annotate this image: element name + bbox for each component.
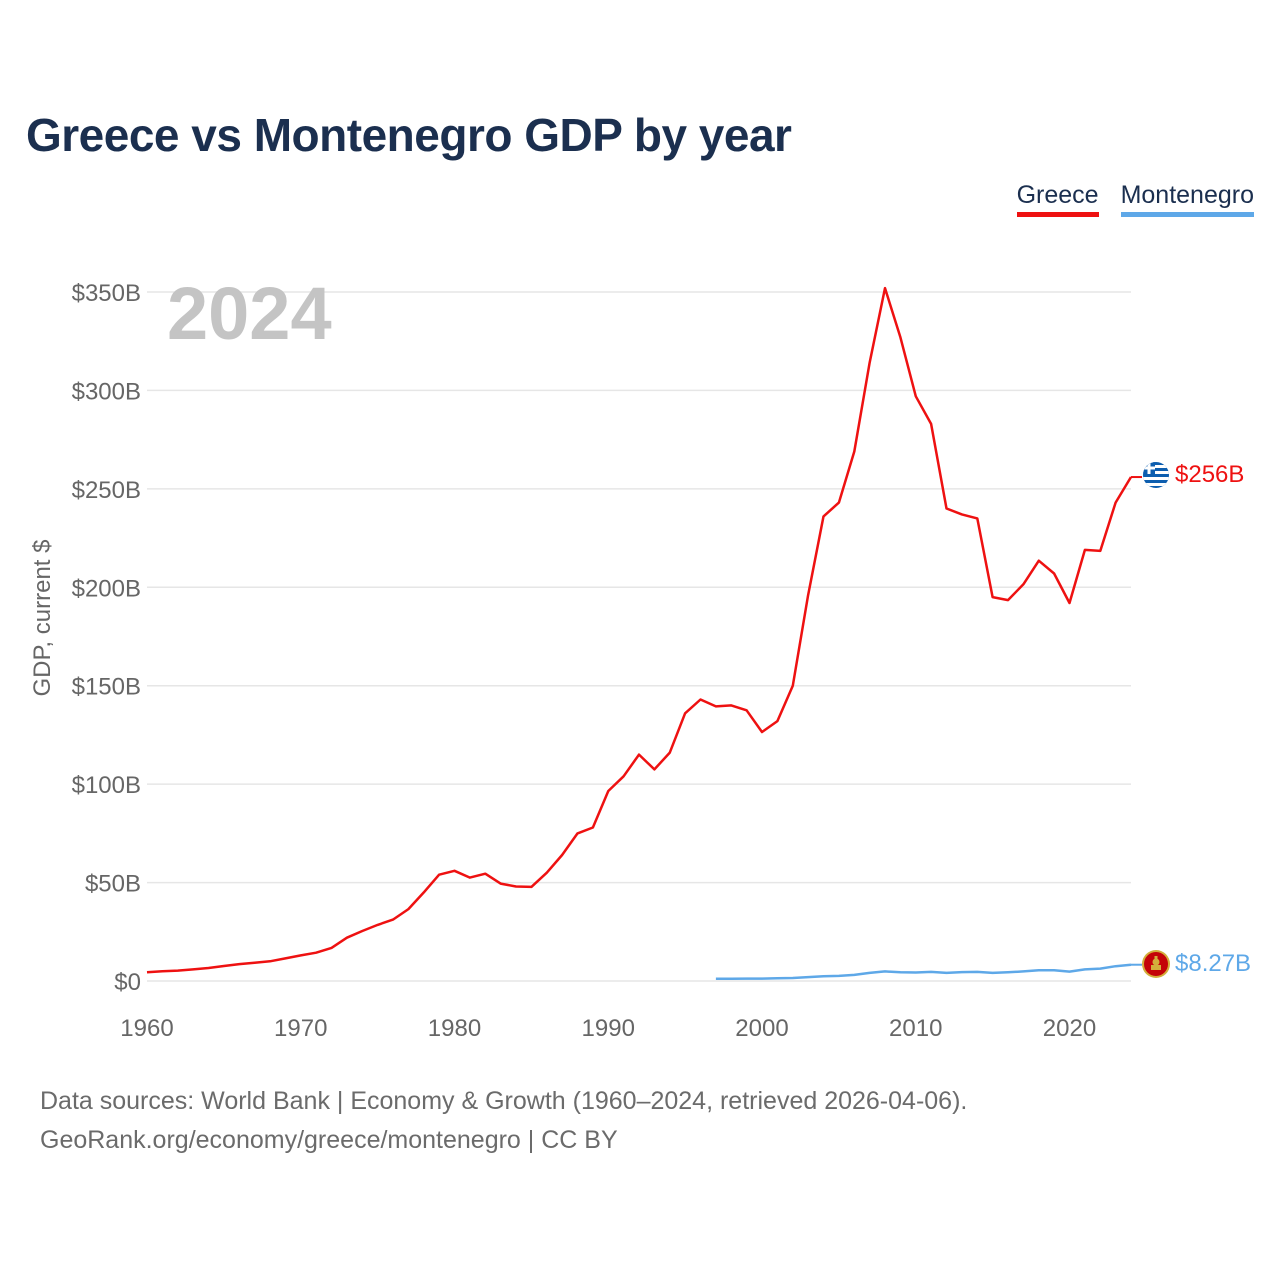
- y-tick-label: $350B: [72, 280, 141, 307]
- montenegro-end-label: $8.27B: [1175, 950, 1251, 977]
- x-tick-label: 1980: [428, 1015, 481, 1042]
- year-label: 2024: [167, 272, 332, 355]
- y-tick-label: $100B: [72, 772, 141, 799]
- x-tick-label: 2020: [1043, 1015, 1096, 1042]
- footer-sources: Data sources: World Bank | Economy & Gro…: [40, 1087, 968, 1115]
- series-line-greece[interactable]: [146, 286, 1133, 974]
- y-tick-label: $250B: [72, 477, 141, 504]
- footer-link[interactable]: GeoRank.org/economy/greece/montenegro | …: [40, 1126, 618, 1154]
- series-line-montenegro[interactable]: [715, 963, 1132, 981]
- x-tick-label: 2010: [889, 1015, 942, 1042]
- y-tick-label: $200B: [72, 575, 141, 602]
- x-tick-label: 1970: [274, 1015, 327, 1042]
- y-tick-label: $300B: [72, 378, 141, 405]
- greece-end-label: $256B: [1175, 461, 1244, 488]
- x-tick-label: 1990: [582, 1015, 635, 1042]
- x-tick-label: 1960: [120, 1015, 173, 1042]
- x-axis-ticks: 1960 1970 1980 1990 2000 2010 2020: [120, 1015, 1096, 1042]
- y-axis-label: GDP, current $: [29, 540, 56, 697]
- series-lines: [146, 286, 1142, 981]
- y-tick-label: $50B: [85, 871, 141, 898]
- legend-item-greece[interactable]: Greece: [1016, 180, 1099, 217]
- grid-lines: [147, 291, 1131, 982]
- footer: Data sources: World Bank | Economy & Gro…: [40, 1082, 967, 1160]
- y-tick-label: $0: [114, 969, 141, 996]
- chart-title: Greece vs Montenegro GDP by year: [26, 109, 792, 161]
- montenegro-flag-icon: [1142, 950, 1170, 978]
- y-tick-label: $150B: [72, 674, 141, 701]
- legend-item-montenegro[interactable]: Montenegro: [1120, 180, 1254, 217]
- x-tick-label: 2000: [735, 1015, 788, 1042]
- greece-flag-icon: [1143, 462, 1169, 488]
- legend: Greece Montenegro: [1016, 180, 1254, 217]
- y-axis-ticks: $0 $50B $100B $150B $200B $250B $300B $350B: [72, 280, 141, 996]
